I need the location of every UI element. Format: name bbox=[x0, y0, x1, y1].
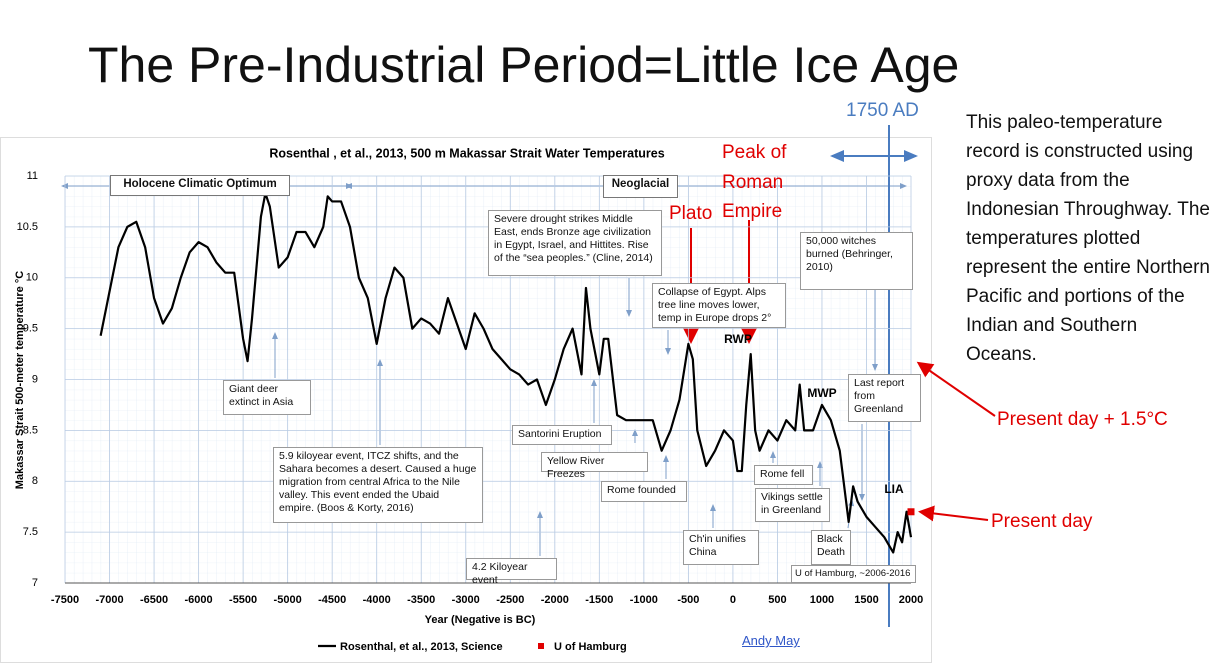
series-line bbox=[99, 192, 913, 554]
x-tick-label: -4500 bbox=[318, 594, 346, 606]
annotation: 50,000 witches burned (Behringer, 2010) bbox=[800, 232, 913, 290]
x-tick-label: -6000 bbox=[185, 594, 213, 606]
y-tick-label: 8.5 bbox=[23, 424, 38, 436]
x-axis-label: Year (Negative is BC) bbox=[425, 614, 536, 626]
annotation: Vikings settle in Greenland bbox=[755, 488, 830, 522]
annotation: Yellow River Freezes bbox=[541, 452, 648, 480]
y-tick-label: 10 bbox=[26, 272, 38, 284]
x-tick-label: 1500 bbox=[854, 594, 878, 606]
y-tick-label: 9.5 bbox=[23, 323, 38, 335]
annotation: Rome founded bbox=[601, 481, 687, 502]
y-tick-label: 7.5 bbox=[23, 526, 38, 538]
x-tick-label: -500 bbox=[677, 594, 699, 606]
x-tick-label: 2000 bbox=[899, 594, 923, 606]
annotation: Last report from Greenland bbox=[848, 374, 921, 422]
annotation: Holocene Climatic Optimum bbox=[110, 175, 290, 196]
x-tick-label: 500 bbox=[768, 594, 786, 606]
x-tick-label: -3000 bbox=[452, 594, 480, 606]
callout: Present day bbox=[991, 511, 1093, 532]
period-label: MWP bbox=[807, 386, 836, 400]
legend-label: U of Hamburg bbox=[554, 641, 627, 653]
chart-title: Rosenthal , et al., 2013, 500 m Makassar… bbox=[269, 146, 664, 160]
x-tick-label: -1000 bbox=[630, 594, 658, 606]
description: This paleo-temperature record is constru… bbox=[966, 112, 1211, 365]
y-tick-label: 11 bbox=[27, 170, 38, 182]
x-tick-label: -4000 bbox=[363, 594, 391, 606]
data-point bbox=[907, 508, 915, 516]
x-tick-label: -3500 bbox=[407, 594, 435, 606]
callout: Peak of Roman Empire bbox=[722, 142, 787, 222]
annotation: 5.9 kiloyear event, ITCZ shifts, and the… bbox=[273, 447, 483, 523]
y-tick-label: 9 bbox=[32, 373, 38, 385]
period-label: RWP bbox=[724, 332, 752, 346]
x-tick-label: -1500 bbox=[585, 594, 613, 606]
y-tick-label: 8 bbox=[32, 475, 38, 487]
annotation: Black Death bbox=[811, 530, 851, 565]
x-tick-label: -5500 bbox=[229, 594, 257, 606]
y-tick-label: 7 bbox=[32, 577, 38, 589]
y-tick-label: 10.5 bbox=[17, 221, 38, 233]
period-label: LIA bbox=[884, 482, 904, 496]
annotation: Santorini Eruption bbox=[512, 425, 612, 445]
slide-title: The Pre-Industrial Period=Little Ice Age bbox=[88, 37, 960, 93]
y-axis-label: Makassar Strait 500-meter temperature °C bbox=[14, 271, 26, 489]
x-tick-label: 1000 bbox=[810, 594, 834, 606]
legend-swatch bbox=[538, 643, 544, 649]
annotation: Giant deer extinct in Asia bbox=[223, 380, 311, 415]
annotation: U of Hamburg, ~2006-2016 bbox=[791, 565, 916, 583]
x-tick-label: -2000 bbox=[541, 594, 569, 606]
x-tick-label: 0 bbox=[730, 594, 736, 606]
x-tick-label: -2500 bbox=[496, 594, 524, 606]
annotation: Severe drought strikes Middle East, ends… bbox=[488, 210, 662, 276]
legend bbox=[22, 628, 612, 658]
annotation: 4.2 Kiloyear event bbox=[466, 558, 557, 586]
x-tick-label: -7000 bbox=[95, 594, 123, 606]
annotation: Neoglacial bbox=[603, 175, 678, 198]
x-tick-label: -6500 bbox=[140, 594, 168, 606]
x-tick-label: -7500 bbox=[51, 594, 79, 606]
credit-link[interactable]: Andy May bbox=[742, 633, 800, 648]
callout: Present day + 1.5°C bbox=[997, 409, 1168, 430]
marker-label: 1750 AD bbox=[846, 100, 919, 121]
annotation: Collapse of Egypt. Alps tree line moves … bbox=[652, 283, 786, 328]
legend-label: Rosenthal, et al., 2013, Science bbox=[340, 641, 503, 653]
x-tick-label: -5000 bbox=[274, 594, 302, 606]
annotation: Ch'in unifies China bbox=[683, 530, 759, 565]
callout: Plato bbox=[669, 203, 713, 224]
annotation: Rome fell bbox=[754, 465, 813, 485]
